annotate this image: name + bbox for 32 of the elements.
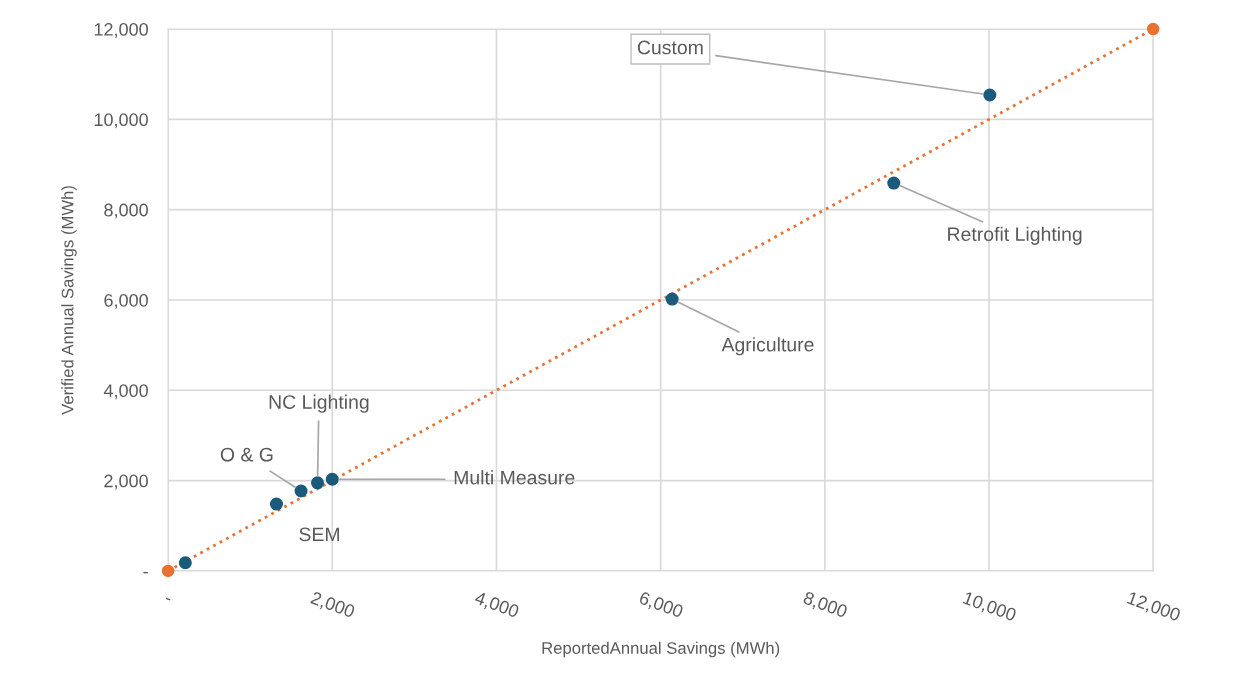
point (161, 564, 175, 578)
y-tick-label: 12,000 (94, 23, 148, 38)
point (665, 292, 679, 306)
x-tick-label: 2,000 (309, 591, 356, 621)
point (178, 556, 192, 570)
y-tick-label: 2,000 (104, 474, 148, 490)
x-tick-label: 10,000 (961, 591, 1018, 624)
annotation: O & G (220, 447, 273, 462)
point (983, 88, 997, 102)
point (325, 472, 339, 486)
y-tick-label: 8,000 (104, 203, 148, 219)
annotation: Multi Measure (454, 470, 575, 485)
x-tick-label: 4,000 (473, 590, 520, 621)
y-tick-label: 4,000 (103, 384, 148, 400)
annotation: Retrofit Lighting (948, 226, 1082, 245)
annotation: Agriculture (721, 337, 814, 356)
x-tick-label: 8,000 (801, 591, 849, 621)
x-tick-label: 12,000 (1126, 591, 1182, 624)
y-tick-label: - (143, 571, 148, 574)
y-tick-label: 10,000 (94, 113, 148, 129)
point (887, 176, 901, 190)
point (269, 497, 283, 511)
y-tick-label: 6,000 (104, 293, 148, 309)
point (294, 484, 308, 498)
annotation: SEM (299, 527, 339, 542)
annotation: Custom (637, 40, 703, 55)
x-tick-label: 6,000 (637, 591, 684, 621)
point (1146, 22, 1160, 36)
x-axis-title: ReportedAnnual Savings (MWh) (542, 641, 780, 658)
point (310, 476, 325, 490)
y-axis-title: Verified Annual Savings (MWh) (61, 186, 77, 415)
annotation: NC Lighting (269, 394, 369, 413)
